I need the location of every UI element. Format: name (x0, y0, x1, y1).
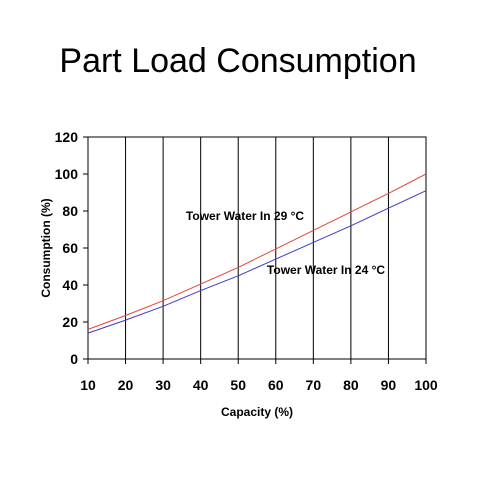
x-tick-label-40: 40 (193, 377, 209, 393)
y-tick-labels: 0 20 40 60 80 100 120 (55, 129, 79, 367)
y-tick-label-40: 40 (62, 277, 78, 293)
grid (83, 136, 427, 364)
y-tick-label-80: 80 (62, 203, 78, 219)
x-tick-label-20: 20 (118, 377, 134, 393)
x-tick-label-50: 50 (230, 377, 246, 393)
x-tick-label-60: 60 (268, 377, 284, 393)
series-line-29 (87, 173, 427, 330)
x-axis-label: Capacity (%) (221, 405, 293, 419)
x-tick-label-100: 100 (414, 377, 438, 393)
x-tick-label-70: 70 (306, 377, 322, 393)
y-tick-label-0: 0 (70, 351, 78, 367)
y-tick-label-60: 60 (62, 240, 78, 256)
series-label-24: Tower Water In 24 °C (267, 263, 385, 277)
plot-frame (87, 136, 427, 360)
series-line-24 (87, 190, 427, 334)
x-tick-label-90: 90 (381, 377, 397, 393)
y-tick-label-120: 120 (55, 129, 79, 145)
chart-title: Part Load Consumption (59, 42, 416, 80)
x-tick-label-80: 80 (343, 377, 359, 393)
y-axis-label: Consumption (%) (39, 198, 53, 297)
series-label-29: Tower Water In 29 °C (186, 209, 304, 223)
x-tick-labels: 10 20 30 40 50 60 70 80 90 100 (80, 377, 438, 393)
x-tick-label-10: 10 (80, 377, 96, 393)
y-tick-label-20: 20 (62, 314, 78, 330)
x-tick-label-30: 30 (155, 377, 171, 393)
y-tick-label-100: 100 (55, 166, 79, 182)
series-lines (87, 173, 427, 334)
